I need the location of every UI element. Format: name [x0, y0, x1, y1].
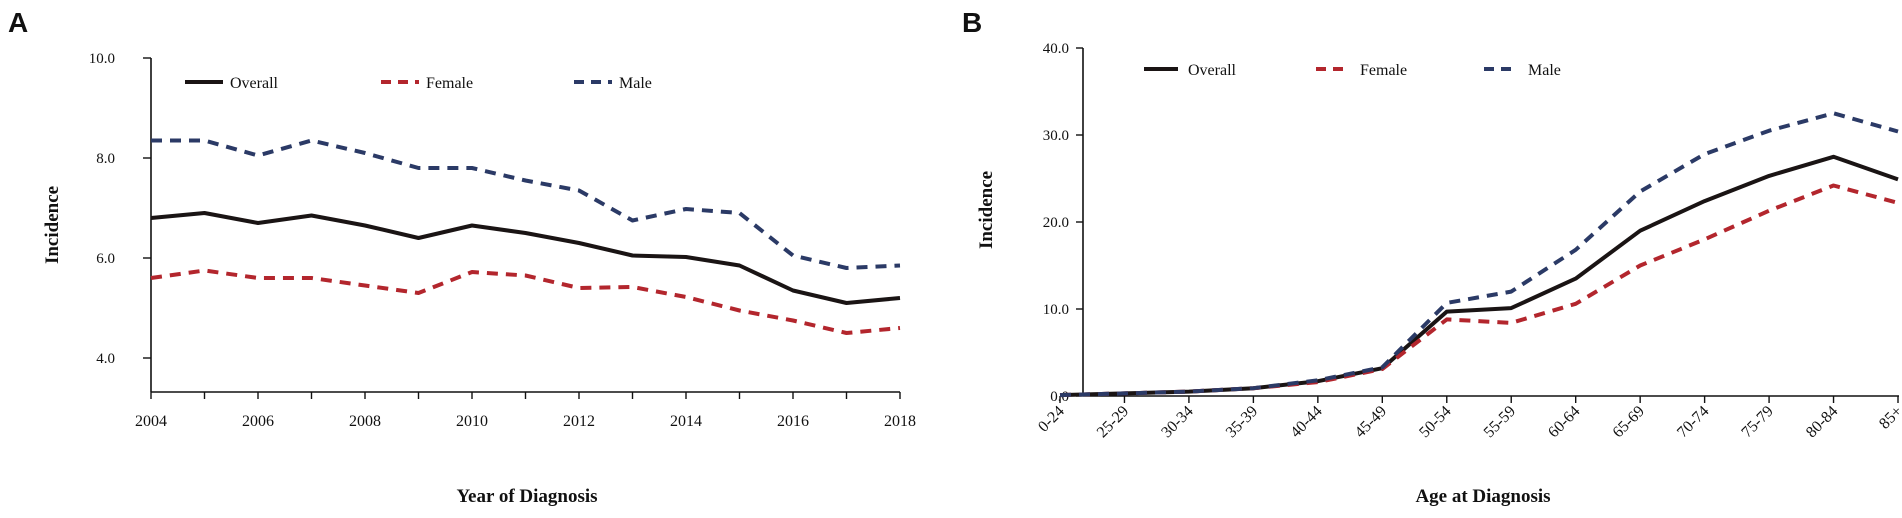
a-legend-label-overall: Overall: [230, 75, 279, 92]
b-x-tick-label: 35-39: [1223, 403, 1261, 441]
b-x-tick-label: 50-54: [1416, 403, 1454, 441]
a-x-tick-label: 2008: [349, 413, 381, 430]
a-y-tick-label: 4.0: [96, 351, 115, 367]
b-legend-label-overall: Overall: [1188, 62, 1237, 79]
a-x-tick-label: 2016: [777, 413, 809, 430]
b-x-tick-label: 70-74: [1674, 403, 1712, 441]
b-x-tick-label: 30-34: [1158, 403, 1196, 441]
a-y-tick-label: 6.0: [96, 251, 115, 267]
a-x-tick-label: 2012: [563, 413, 595, 430]
b-x-tick-label: 45-49: [1352, 403, 1390, 441]
b-y-tick-label: 20.0: [1043, 215, 1069, 231]
a-y-tick-label: 10.0: [89, 51, 115, 67]
a-series-overall-line: [150, 211, 901, 305]
a-x-tick-label: 2014: [670, 413, 702, 430]
a-y-tick-label: 8.0: [96, 151, 115, 167]
b-x-tick-label: 60-64: [1545, 403, 1583, 441]
b-y-tick-label: 10.0: [1043, 302, 1069, 318]
b-y-tick-label: 30.0: [1043, 128, 1069, 144]
panel-b-x-axis-title: Age at Diagnosis: [1415, 486, 1550, 507]
panel-b: B 0.010.020.030.040.0 0-2425-2930-3435-3…: [962, 7, 1902, 507]
b-x-tick-label: 85+: [1876, 403, 1902, 433]
b-x-tick-label: 65-69: [1610, 403, 1648, 441]
b-series-male-line: [1059, 111, 1899, 398]
b-x-tick-label: 80-84: [1803, 403, 1841, 441]
b-x-tick-label: 25-29: [1094, 403, 1132, 441]
a-x-tick-label: 2006: [242, 413, 274, 430]
panel-a-label: A: [8, 7, 28, 38]
a-x-tick-label: 2018: [884, 413, 916, 430]
b-x-tick-label: 75-79: [1738, 403, 1776, 441]
a-series-male-line: [151, 138, 901, 270]
panel-a-x-axis-title: Year of Diagnosis: [456, 486, 597, 507]
b-legend-label-female: Female: [1360, 62, 1407, 79]
b-x-tick-label: 0-24: [1035, 403, 1068, 436]
panel-b-y-axis-title: Incidence: [976, 171, 997, 249]
b-series-overall-line: [1059, 154, 1899, 398]
a-x-tick-label: 2010: [456, 413, 488, 430]
b-x-tick-label: 55-59: [1481, 403, 1519, 441]
panel-b-label: B: [962, 7, 982, 38]
b-series-female-line: [1059, 183, 1899, 398]
b-x-tick-label: 40-44: [1287, 403, 1325, 441]
panel-a: A 4.0 6.0 8.0 10.0 2004 2006 2008 2010 2012 2014…: [8, 7, 916, 507]
a-series-female-line: [150, 268, 901, 335]
a-legend-label-male: Male: [619, 75, 652, 92]
panel-a-y-axis-title: Incidence: [42, 186, 63, 264]
a-x-tick-label: 2004: [135, 413, 167, 430]
a-legend-label-female: Female: [426, 75, 473, 92]
b-y-tick-label: 40.0: [1043, 41, 1069, 57]
b-legend-label-male: Male: [1528, 62, 1561, 79]
